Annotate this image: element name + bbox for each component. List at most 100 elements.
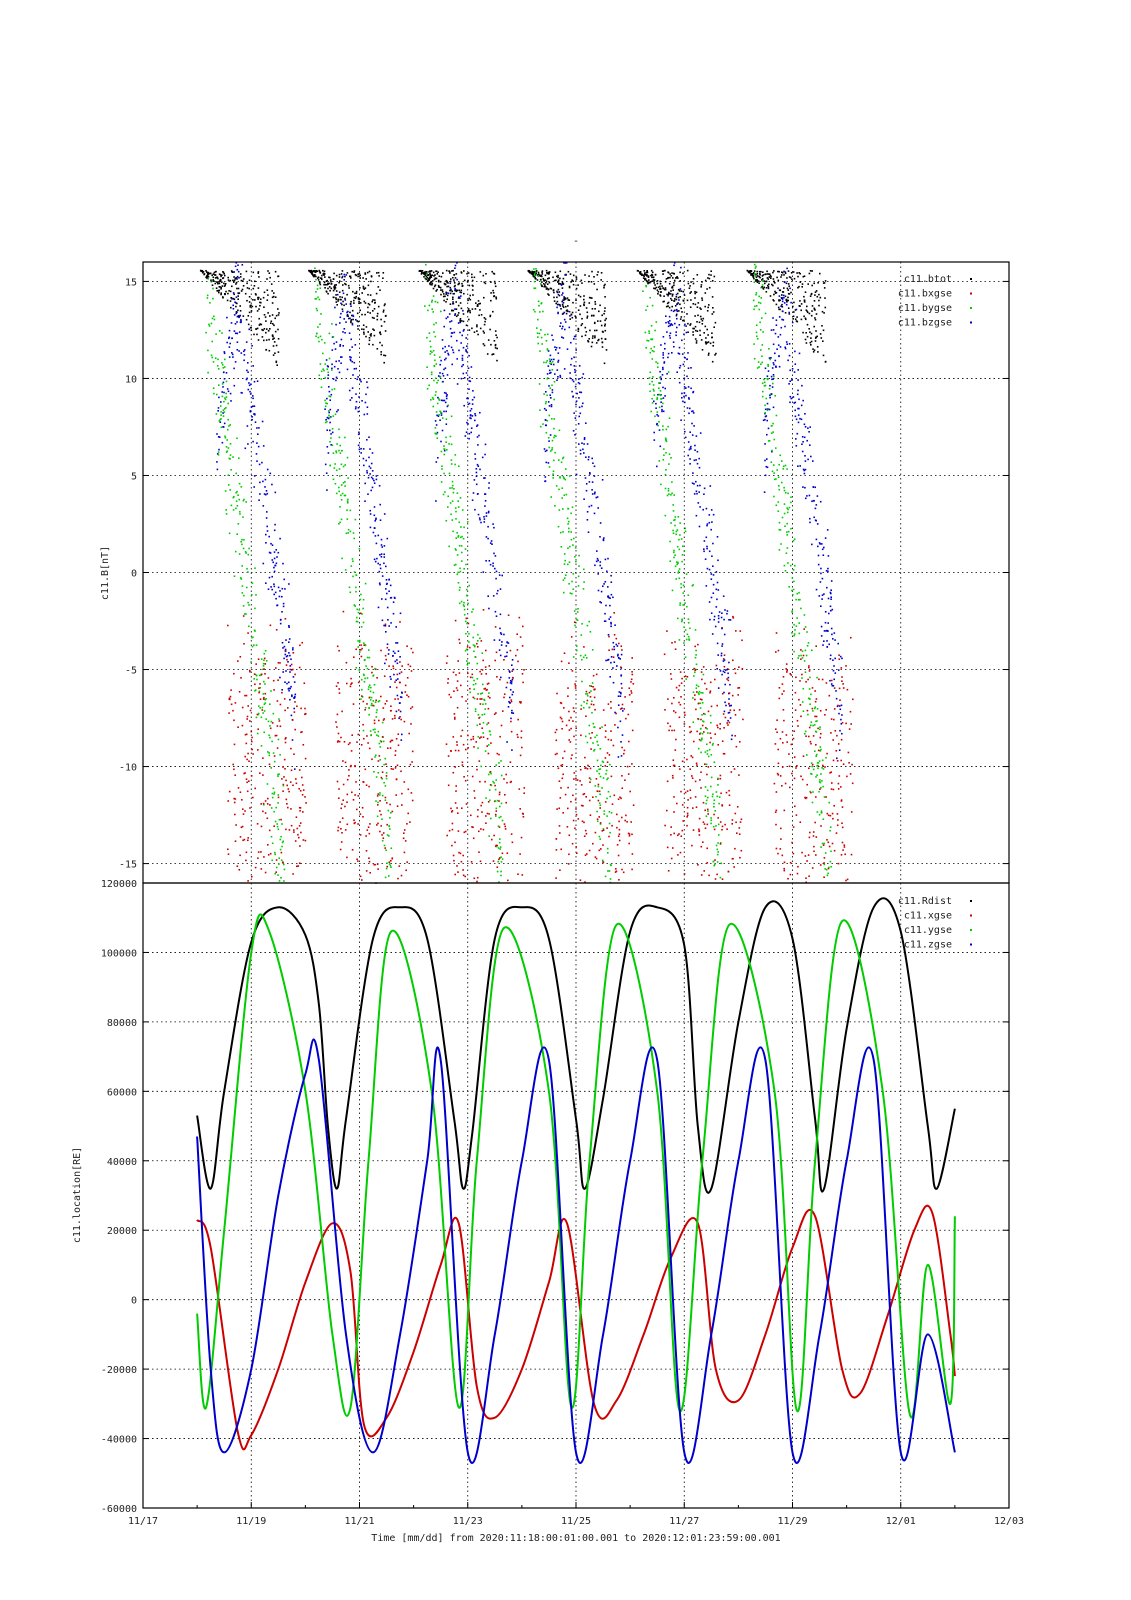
scatter-point <box>251 736 253 739</box>
scatter-point <box>669 332 672 334</box>
scatter-point <box>456 744 458 746</box>
scatter-point <box>281 823 283 825</box>
scatter-point <box>243 772 245 775</box>
scatter-point <box>495 807 498 810</box>
scatter-point <box>231 271 233 273</box>
scatter-point <box>381 546 383 548</box>
scatter-point <box>509 696 511 699</box>
scatter-point <box>379 333 382 336</box>
scatter-point <box>663 454 665 456</box>
scatter-point <box>561 281 564 284</box>
scatter-point <box>468 284 471 287</box>
scatter-point <box>496 336 498 339</box>
scatter-point <box>489 542 492 544</box>
scatter-point <box>247 553 250 556</box>
scatter-point <box>556 275 558 278</box>
scatter-point <box>372 729 375 731</box>
scatter-point <box>694 698 696 701</box>
scatter-point <box>222 386 224 388</box>
scatter-point <box>506 781 508 784</box>
scatter-point <box>378 275 380 277</box>
scatter-point <box>364 482 366 485</box>
scatter-point <box>692 410 694 412</box>
scatter-point <box>366 667 369 670</box>
scatter-point <box>451 519 454 521</box>
scatter-point <box>738 774 740 776</box>
scatter-point <box>379 563 381 566</box>
scatter-point <box>207 349 209 352</box>
scatter-point <box>257 728 259 730</box>
scatter-point <box>401 733 403 736</box>
scatter-point <box>246 425 249 427</box>
scatter-point <box>355 586 357 589</box>
scatter-point <box>432 349 435 352</box>
scatter-point <box>668 322 670 325</box>
scatter-point <box>472 390 474 392</box>
scatter-point <box>683 392 686 394</box>
scatter-point <box>228 356 231 358</box>
scatter-point <box>353 361 356 364</box>
scatter-point <box>437 379 439 382</box>
scatter-point <box>459 318 462 320</box>
scatter-point <box>374 520 376 522</box>
scatter-point <box>360 380 362 383</box>
scatter-point <box>487 722 490 724</box>
scatter-point <box>682 290 685 293</box>
scatter-point <box>478 717 480 719</box>
scatter-point <box>426 366 428 368</box>
scatter-point <box>435 377 437 380</box>
scatter-point <box>252 271 255 274</box>
scatter-point <box>322 269 324 272</box>
scatter-point <box>701 349 704 351</box>
scatter-point <box>679 602 681 604</box>
scatter-point <box>251 875 253 878</box>
scatter-point <box>257 712 260 715</box>
scatter-point <box>260 803 262 805</box>
scatter-point <box>212 287 214 290</box>
scatter-point <box>288 583 290 585</box>
scatter-point <box>696 764 698 766</box>
scatter-point <box>327 287 329 290</box>
scatter-point <box>722 670 725 673</box>
scatter-point <box>573 610 576 612</box>
scatter-point <box>533 274 536 277</box>
scatter-point <box>360 447 362 450</box>
scatter-point <box>555 346 558 349</box>
scatter-point <box>682 592 684 594</box>
scatter-point <box>679 534 681 536</box>
scatter-point <box>339 345 341 347</box>
scatter-point <box>606 827 608 829</box>
scatter-point <box>265 660 268 662</box>
scatter-point <box>266 511 268 513</box>
scatter-point <box>496 866 499 868</box>
scatter-point <box>603 312 605 315</box>
scatter-point <box>302 789 305 791</box>
scatter-point <box>238 350 240 352</box>
scatter-point <box>325 291 328 293</box>
scatter-point <box>700 339 703 341</box>
scatter-point <box>659 382 661 384</box>
scatter-point <box>467 734 469 737</box>
scatter-point <box>465 350 467 353</box>
scatter-point <box>362 781 365 783</box>
scatter-point <box>714 321 717 324</box>
scatter-point <box>360 649 362 651</box>
scatter-point <box>392 655 394 657</box>
scatter-point <box>673 494 675 496</box>
scatter-point <box>572 280 574 282</box>
scatter-point <box>706 288 708 290</box>
scatter-point <box>372 704 374 707</box>
scatter-point <box>258 324 261 326</box>
scatter-point <box>454 716 456 719</box>
scatter-point <box>254 293 257 295</box>
scatter-point <box>580 784 583 786</box>
scatter-point <box>237 315 240 317</box>
scatter-point <box>651 280 654 282</box>
scatter-point <box>370 686 372 689</box>
scatter-point <box>366 703 368 705</box>
scatter-point <box>700 739 702 742</box>
scatter-point <box>383 320 386 323</box>
scatter-point <box>600 764 602 767</box>
scatter-point <box>446 350 448 352</box>
scatter-point <box>224 274 226 277</box>
